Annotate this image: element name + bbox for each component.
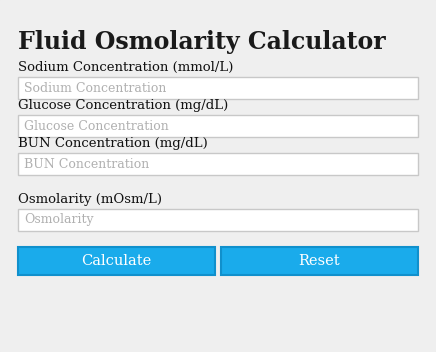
- Text: Sodium Concentration: Sodium Concentration: [24, 82, 167, 94]
- Text: Reset: Reset: [299, 254, 341, 268]
- Text: Glucose Concentration: Glucose Concentration: [24, 119, 169, 132]
- Text: Calculate: Calculate: [82, 254, 152, 268]
- Text: Fluid Osmolarity Calculator: Fluid Osmolarity Calculator: [18, 30, 385, 54]
- Text: Glucose Concentration (mg/dL): Glucose Concentration (mg/dL): [18, 99, 228, 112]
- Text: Sodium Concentration (mmol/L): Sodium Concentration (mmol/L): [18, 61, 233, 74]
- FancyBboxPatch shape: [18, 209, 418, 231]
- FancyBboxPatch shape: [18, 77, 418, 99]
- Text: Osmolarity (mOsm/L): Osmolarity (mOsm/L): [18, 193, 162, 206]
- Bar: [18, 247, 215, 275]
- Text: BUN Concentration (mg/dL): BUN Concentration (mg/dL): [18, 137, 208, 150]
- Text: Osmolarity: Osmolarity: [24, 214, 94, 226]
- FancyBboxPatch shape: [18, 115, 418, 137]
- Bar: [221, 247, 418, 275]
- FancyBboxPatch shape: [18, 153, 418, 175]
- Text: BUN Concentration: BUN Concentration: [24, 157, 149, 170]
